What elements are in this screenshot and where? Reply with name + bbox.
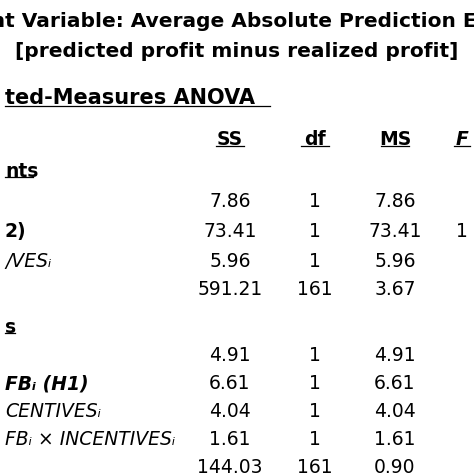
Text: 1.61: 1.61 — [209, 430, 251, 449]
Text: ted-Measures ANOVA: ted-Measures ANOVA — [5, 88, 255, 108]
Text: CENTIVESᵢ: CENTIVESᵢ — [5, 402, 101, 421]
Text: 1: 1 — [456, 222, 468, 241]
Text: FBᵢ (H1): FBᵢ (H1) — [5, 374, 89, 393]
Text: 0.90: 0.90 — [374, 458, 416, 474]
Text: 7.86: 7.86 — [374, 192, 416, 211]
Text: 144.03: 144.03 — [197, 458, 263, 474]
Text: 1.61: 1.61 — [374, 430, 416, 449]
Text: s: s — [5, 318, 16, 337]
Text: F: F — [456, 130, 468, 149]
Text: 3.67: 3.67 — [374, 280, 416, 299]
Text: 2): 2) — [5, 222, 27, 241]
Text: 1: 1 — [309, 222, 321, 241]
Text: ent Variable: Average Absolute Prediction Err: ent Variable: Average Absolute Predictio… — [0, 12, 474, 31]
Text: SS: SS — [217, 130, 243, 149]
Text: df: df — [304, 130, 326, 149]
Text: 5.96: 5.96 — [374, 252, 416, 271]
Text: 591.21: 591.21 — [197, 280, 263, 299]
Text: nts: nts — [5, 162, 38, 181]
Text: 4.04: 4.04 — [209, 402, 251, 421]
Text: 73.41: 73.41 — [203, 222, 257, 241]
Text: 161: 161 — [297, 458, 333, 474]
Text: 1: 1 — [309, 252, 321, 271]
Text: 4.91: 4.91 — [374, 346, 416, 365]
Text: 1: 1 — [309, 430, 321, 449]
Text: 161: 161 — [297, 280, 333, 299]
Text: FBᵢ × INCENTIVESᵢ: FBᵢ × INCENTIVESᵢ — [5, 430, 175, 449]
Text: 6.61: 6.61 — [209, 374, 251, 393]
Text: MS: MS — [379, 130, 411, 149]
Text: 1: 1 — [309, 346, 321, 365]
Text: 1: 1 — [309, 402, 321, 421]
Text: 1: 1 — [309, 374, 321, 393]
Text: [predicted profit minus realized profit]: [predicted profit minus realized profit] — [15, 42, 459, 61]
Text: 6.61: 6.61 — [374, 374, 416, 393]
Text: /VESᵢ: /VESᵢ — [5, 252, 51, 271]
Text: 73.41: 73.41 — [368, 222, 422, 241]
Text: 4.04: 4.04 — [374, 402, 416, 421]
Text: 7.86: 7.86 — [209, 192, 251, 211]
Text: 1: 1 — [309, 192, 321, 211]
Text: 5.96: 5.96 — [209, 252, 251, 271]
Text: 4.91: 4.91 — [209, 346, 251, 365]
